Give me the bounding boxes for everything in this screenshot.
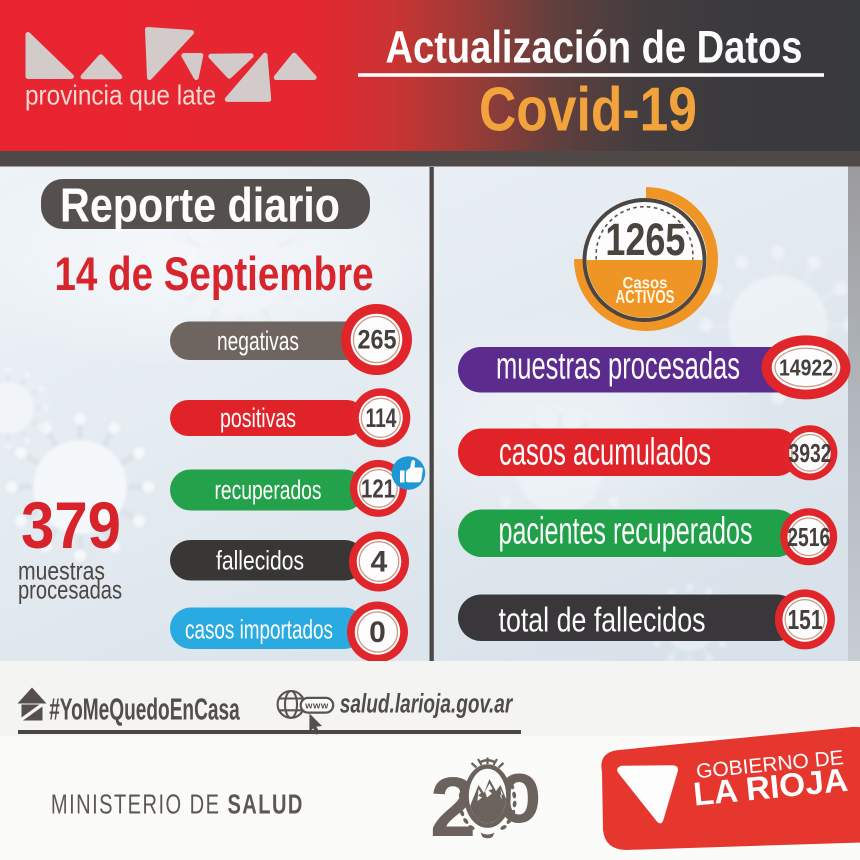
svg-text:casos importados: casos importados: [185, 615, 333, 645]
svg-text:muestras procesadas: muestras procesadas: [496, 346, 740, 388]
svg-text:265: 265: [358, 325, 397, 355]
svg-text:muestras: muestras: [18, 556, 105, 586]
svg-text:4: 4: [371, 546, 388, 579]
svg-text:pacientes recuperados: pacientes recuperados: [499, 511, 753, 553]
svg-text:Actualización de Datos: Actualización de Datos: [386, 22, 803, 73]
svg-text:114: 114: [366, 403, 397, 433]
svg-text:1265: 1265: [605, 214, 685, 265]
svg-text:3932: 3932: [789, 438, 832, 468]
svg-text:2516: 2516: [787, 522, 830, 552]
svg-text:www: www: [304, 701, 329, 712]
svg-text:Casos: Casos: [623, 275, 668, 293]
svg-text:fallecidos: fallecidos: [216, 546, 304, 576]
svg-text:121: 121: [361, 474, 395, 504]
svg-text:negativas: negativas: [217, 326, 299, 356]
svg-text:procesadas: procesadas: [18, 575, 122, 605]
svg-text:recuperados: recuperados: [215, 475, 322, 505]
svg-text:0: 0: [369, 616, 386, 649]
svg-text:14922: 14922: [779, 355, 833, 381]
svg-text:ACTIVOS: ACTIVOS: [616, 287, 675, 307]
svg-text:Covid-19: Covid-19: [479, 76, 697, 145]
svg-text:positivas: positivas: [220, 403, 296, 433]
svg-text:MINISTERIO DE SALUD: MINISTERIO DE SALUD: [51, 789, 304, 820]
svg-text:total de fallecidos: total de fallecidos: [499, 602, 706, 640]
svg-text:379: 379: [21, 488, 121, 562]
svg-text:Reporte diario: Reporte diario: [60, 180, 340, 233]
svg-text:provincia que late: provincia que late: [25, 80, 216, 111]
svg-text:casos acumulados: casos acumulados: [499, 432, 711, 474]
svg-text:salud.larioja.gov.ar: salud.larioja.gov.ar: [340, 689, 514, 719]
svg-text:151: 151: [788, 604, 823, 635]
svg-text:#YoMeQuedoEnCasa: #YoMeQuedoEnCasa: [49, 692, 240, 727]
svg-text:14 de Septiembre: 14 de Septiembre: [55, 247, 374, 300]
